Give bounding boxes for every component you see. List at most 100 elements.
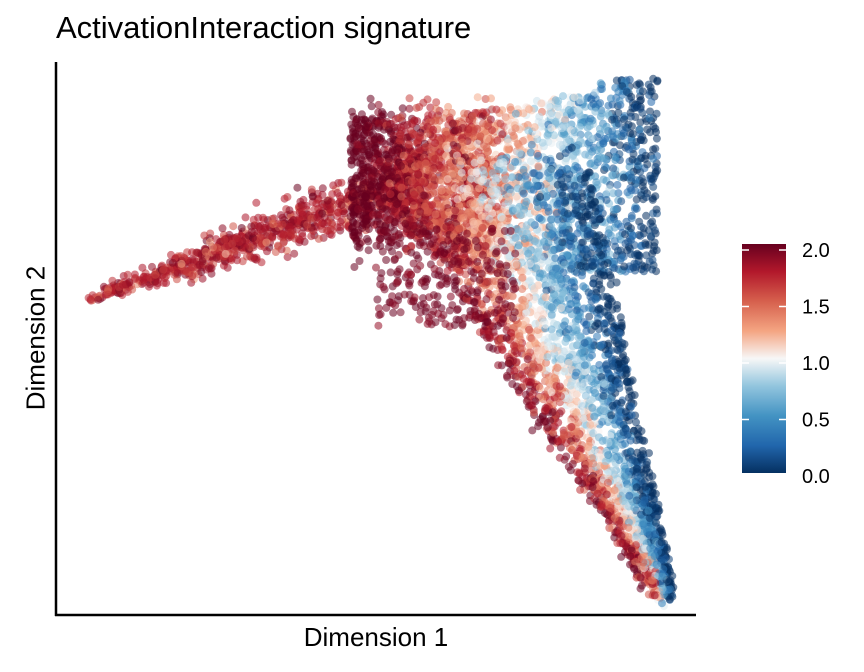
data-point bbox=[635, 125, 644, 134]
data-point bbox=[652, 128, 660, 137]
data-point bbox=[628, 231, 637, 240]
data-point bbox=[503, 116, 512, 125]
data-point bbox=[606, 271, 615, 280]
data-point bbox=[108, 276, 117, 285]
data-point bbox=[547, 109, 556, 117]
data-point bbox=[627, 411, 636, 420]
data-point bbox=[283, 253, 292, 262]
data-point bbox=[591, 107, 600, 116]
data-point bbox=[623, 188, 632, 197]
data-point bbox=[470, 158, 479, 167]
data-point bbox=[547, 325, 556, 334]
data-points bbox=[84, 74, 678, 611]
data-point bbox=[350, 263, 359, 271]
data-point bbox=[367, 192, 376, 201]
data-point bbox=[575, 123, 584, 132]
data-point bbox=[482, 108, 491, 117]
data-point bbox=[626, 112, 635, 121]
data-point bbox=[442, 108, 451, 117]
data-point bbox=[384, 154, 393, 163]
data-point bbox=[561, 157, 570, 166]
data-point bbox=[519, 109, 528, 118]
data-point bbox=[553, 103, 562, 111]
data-point bbox=[168, 258, 177, 267]
data-point bbox=[353, 121, 362, 130]
data-point bbox=[405, 104, 414, 113]
data-point bbox=[197, 268, 206, 276]
data-point bbox=[620, 115, 629, 124]
data-point bbox=[611, 152, 619, 161]
data-point bbox=[605, 250, 614, 259]
data-point bbox=[205, 237, 214, 246]
data-point bbox=[642, 193, 651, 202]
data-point bbox=[642, 211, 651, 220]
data-point bbox=[573, 163, 582, 172]
data-point bbox=[340, 209, 349, 218]
data-point bbox=[286, 228, 295, 237]
data-point bbox=[278, 220, 287, 229]
data-point bbox=[428, 173, 437, 182]
data-point bbox=[431, 210, 440, 219]
data-point bbox=[374, 210, 383, 219]
data-point bbox=[412, 103, 421, 112]
data-point bbox=[396, 113, 405, 122]
data-point bbox=[614, 219, 623, 228]
data-point bbox=[374, 100, 383, 109]
data-point bbox=[479, 166, 487, 175]
data-point bbox=[606, 215, 615, 224]
data-point bbox=[608, 171, 616, 180]
data-point bbox=[604, 109, 613, 118]
data-point bbox=[283, 193, 292, 201]
data-point bbox=[442, 130, 451, 139]
data-point bbox=[528, 389, 537, 398]
data-point bbox=[619, 173, 628, 182]
data-point bbox=[606, 432, 615, 440]
data-point bbox=[104, 290, 112, 299]
data-point bbox=[294, 235, 303, 244]
data-point bbox=[207, 264, 216, 273]
data-point bbox=[627, 122, 636, 131]
data-point bbox=[609, 205, 618, 214]
data-point bbox=[649, 495, 658, 504]
data-point bbox=[550, 131, 558, 140]
data-point bbox=[637, 581, 646, 590]
data-point bbox=[555, 140, 564, 149]
data-point bbox=[353, 140, 362, 149]
data-point bbox=[252, 198, 261, 207]
data-point bbox=[496, 119, 505, 128]
data-point bbox=[614, 108, 623, 117]
data-point bbox=[579, 282, 588, 291]
data-point bbox=[405, 215, 414, 224]
data-point bbox=[333, 212, 342, 221]
data-point bbox=[396, 123, 405, 132]
data-point bbox=[473, 124, 482, 133]
data-point bbox=[652, 134, 661, 143]
data-point bbox=[229, 222, 238, 231]
data-point bbox=[201, 247, 210, 256]
data-point bbox=[587, 159, 596, 168]
data-point bbox=[348, 217, 357, 226]
data-point bbox=[652, 205, 661, 214]
data-point bbox=[591, 88, 599, 97]
data-point bbox=[647, 87, 656, 96]
data-point bbox=[627, 211, 636, 220]
data-point bbox=[355, 239, 364, 248]
data-point bbox=[392, 200, 401, 209]
data-point bbox=[528, 426, 537, 435]
data-point bbox=[256, 233, 265, 242]
data-point bbox=[536, 192, 545, 201]
data-point bbox=[403, 133, 412, 142]
data-point bbox=[585, 122, 594, 130]
data-point bbox=[647, 98, 656, 106]
data-point bbox=[631, 266, 639, 275]
data-point bbox=[323, 196, 332, 205]
data-point bbox=[386, 137, 394, 146]
data-point bbox=[534, 162, 543, 171]
data-point bbox=[307, 185, 316, 194]
data-point bbox=[397, 192, 406, 201]
data-point bbox=[582, 327, 591, 336]
data-point bbox=[308, 192, 317, 201]
data-point bbox=[565, 136, 574, 144]
data-point bbox=[613, 345, 622, 354]
data-point bbox=[626, 129, 635, 138]
